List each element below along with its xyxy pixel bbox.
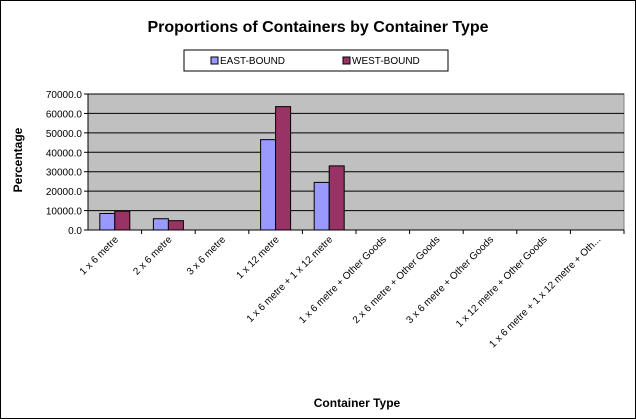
x-tick-label: 1 x 12 metre + Other Goods <box>454 234 550 330</box>
legend-swatch-west-bound <box>342 56 351 65</box>
x-axis-title: Container Type <box>314 396 401 410</box>
x-tick-label: 1 x 6 metre + 1 x 12 metre <box>245 234 336 325</box>
x-tick-label: 1 x 12 metre <box>235 234 282 281</box>
bar-west-bound <box>167 220 184 231</box>
x-tick-label: 3 x 6 metre <box>185 234 228 277</box>
bar-west-bound <box>328 165 345 231</box>
y-tick-label: 70000.0 <box>46 90 83 101</box>
legend: EAST-BOUND WEST-BOUND <box>183 49 449 72</box>
bar-east-bound <box>152 218 169 231</box>
y-tick-label: 40000.0 <box>46 148 83 159</box>
bar-east-bound <box>99 212 116 231</box>
y-tick-label: 50000.0 <box>46 129 83 140</box>
y-axis-ticks: 0.0 10000.0 20000.0 30000.0 40000.0 50000.0 60… <box>46 90 88 237</box>
y-tick-label: 10000.0 <box>46 207 83 218</box>
legend-box <box>183 49 449 72</box>
y-tick-label: 20000.0 <box>46 187 83 198</box>
gridlines <box>88 93 624 212</box>
y-tick-label: 30000.0 <box>46 168 83 179</box>
bar-east-bound <box>260 139 277 231</box>
y-tick-label: 0.0 <box>68 226 82 237</box>
x-axis-ticks: 1 x 6 metre 2 x 6 metre 3 x 6 metre 1 x 12 … <box>78 230 625 350</box>
legend-label-west-bound: WEST-BOUND <box>352 56 420 67</box>
bar-east-bound <box>313 181 330 231</box>
bars <box>99 106 345 231</box>
legend-label-east-bound: EAST-BOUND <box>220 56 285 67</box>
x-tick-label: 2 x 6 metre <box>131 234 174 277</box>
y-axis-title: Percentage <box>11 127 25 192</box>
x-tick-label: 1 x 6 metre + Other Goods <box>297 234 389 326</box>
legend-swatch-east-bound <box>210 56 219 65</box>
x-tick-label: 2 x 6 metre + Other Goods <box>351 234 443 326</box>
x-tick-label: 1 x 6 metre <box>78 234 121 277</box>
bar-west-bound <box>275 106 292 231</box>
x-tick-label: 1 x 6 metre + 1 x 12 metre + Oth... <box>487 234 603 350</box>
bar-west-bound <box>114 210 131 231</box>
chart-title: Proportions of Containers by Container T… <box>147 19 488 36</box>
plot-area <box>87 93 625 231</box>
y-tick-label: 60000.0 <box>46 109 83 120</box>
x-tick-label: 3 x 6 metre + Other Goods <box>404 234 496 326</box>
